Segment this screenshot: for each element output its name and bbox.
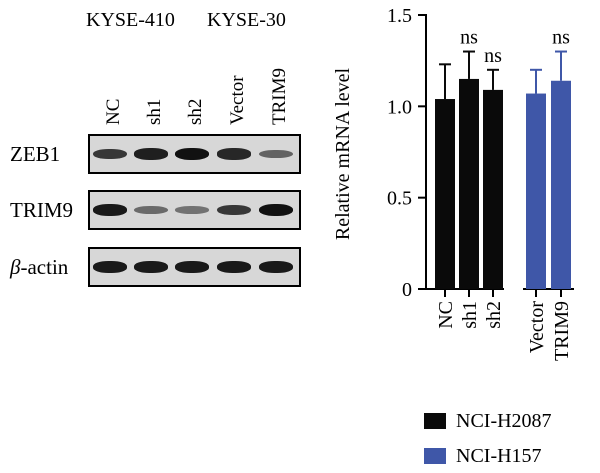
x-tick-label-sh1: sh1: [459, 301, 481, 329]
legend-label-nci-h157: NCI-H157: [456, 445, 542, 467]
blot-band: [259, 149, 293, 159]
beta-symbol: β: [10, 255, 21, 279]
blot-band: [93, 204, 127, 216]
ns-annotation: ns: [460, 27, 478, 49]
blot-band: [175, 261, 209, 273]
blot-band: [134, 205, 168, 215]
bar-sh1: [459, 78, 479, 289]
blot-band: [134, 261, 168, 273]
blot-band: [259, 204, 293, 216]
y-tick-label: 1.5: [387, 5, 412, 27]
blot-band: [134, 148, 168, 160]
legend-swatch-nci-h157: [424, 448, 446, 464]
bar-sh2: [483, 89, 503, 289]
blot-row-trim9: [88, 190, 301, 230]
actin-label: -actin: [20, 255, 69, 279]
blot-band: [259, 261, 293, 273]
blot-band: [175, 205, 209, 215]
y-axis-label: Relative mRNA level: [332, 67, 354, 240]
blot-band: [93, 261, 127, 273]
bar-vector: [526, 93, 546, 290]
bar-trim9: [551, 80, 571, 289]
blot-band: [217, 148, 251, 160]
blot-band: [93, 148, 127, 160]
blot-band: [217, 204, 251, 216]
blot-row-label-trim9: TRIM9: [10, 198, 73, 222]
x-tick-label-vector: Vector: [526, 301, 548, 354]
y-tick-label: 1.0: [387, 96, 412, 118]
y-tick-label: 0: [402, 279, 412, 301]
blot-row-zeb1: [88, 134, 301, 174]
ns-annotation: ns: [552, 27, 570, 49]
x-tick-label-sh2: sh2: [483, 301, 505, 329]
bar-nc: [435, 99, 455, 289]
blot-band: [217, 261, 251, 273]
x-tick-label-nc: NC: [435, 301, 457, 329]
x-tick-label-trim9: TRIM9: [551, 301, 573, 361]
group-label-kyse410: KYSE-410: [86, 9, 175, 31]
ns-annotation: ns: [484, 45, 502, 67]
blot-band: [175, 148, 209, 160]
legend-swatch-nci-h2087: [424, 413, 446, 429]
blot-row-beta-actin: [88, 247, 301, 287]
legend-label-nci-h2087: NCI-H2087: [456, 410, 552, 432]
group-label-kyse30: KYSE-30: [207, 9, 286, 31]
blot-row-label-beta-actin: β-actin: [10, 257, 68, 278]
blot-row-label-zeb1: ZEB1: [10, 142, 61, 166]
y-tick-label: 0.5: [387, 188, 412, 210]
